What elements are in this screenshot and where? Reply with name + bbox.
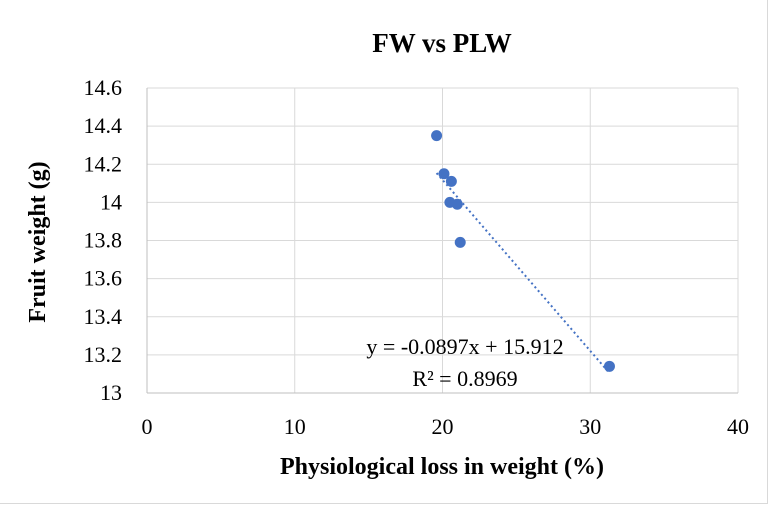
y-tick-label: 13.8 bbox=[84, 228, 123, 253]
y-tick-label: 14.2 bbox=[84, 151, 123, 176]
gridlines bbox=[147, 87, 739, 394]
trendline-r-squared: R² = 0.8969 bbox=[412, 366, 517, 391]
y-tick-label: 14.6 bbox=[84, 75, 123, 100]
trendline-equation: y = -0.0897x + 15.912 bbox=[366, 334, 563, 359]
y-tick-labels: 13 13.2 13.4 13.6 13.8 14 14.2 14.4 14.6 bbox=[84, 75, 123, 405]
data-points bbox=[431, 130, 615, 372]
data-point bbox=[431, 130, 443, 142]
y-tick-label: 13.4 bbox=[84, 304, 123, 329]
x-tick-labels: 0 10 20 30 40 bbox=[142, 414, 750, 439]
y-tick-label: 13.2 bbox=[84, 342, 123, 367]
axes bbox=[146, 88, 738, 394]
data-point bbox=[438, 168, 450, 180]
y-tick-label: 13.6 bbox=[84, 266, 123, 291]
y-tick-label: 13 bbox=[100, 380, 122, 405]
x-tick-label: 40 bbox=[727, 414, 749, 439]
y-axis-label: Fruit weight (g) bbox=[25, 161, 51, 322]
data-point bbox=[445, 175, 457, 187]
data-point bbox=[451, 198, 463, 210]
trendline-layer bbox=[435, 172, 611, 374]
x-axis-label: Physiological loss in weight (%) bbox=[280, 454, 604, 480]
x-tick-label: 30 bbox=[579, 414, 601, 439]
x-tick-label: 10 bbox=[284, 414, 306, 439]
y-tick-label: 14 bbox=[100, 189, 122, 214]
x-tick-label: 0 bbox=[142, 414, 153, 439]
data-point bbox=[454, 236, 466, 248]
y-tick-label: 14.4 bbox=[84, 113, 123, 138]
chart-title: FW vs PLW bbox=[372, 28, 512, 58]
x-tick-label: 20 bbox=[432, 414, 454, 439]
data-point bbox=[603, 360, 615, 372]
trendline bbox=[435, 172, 611, 374]
